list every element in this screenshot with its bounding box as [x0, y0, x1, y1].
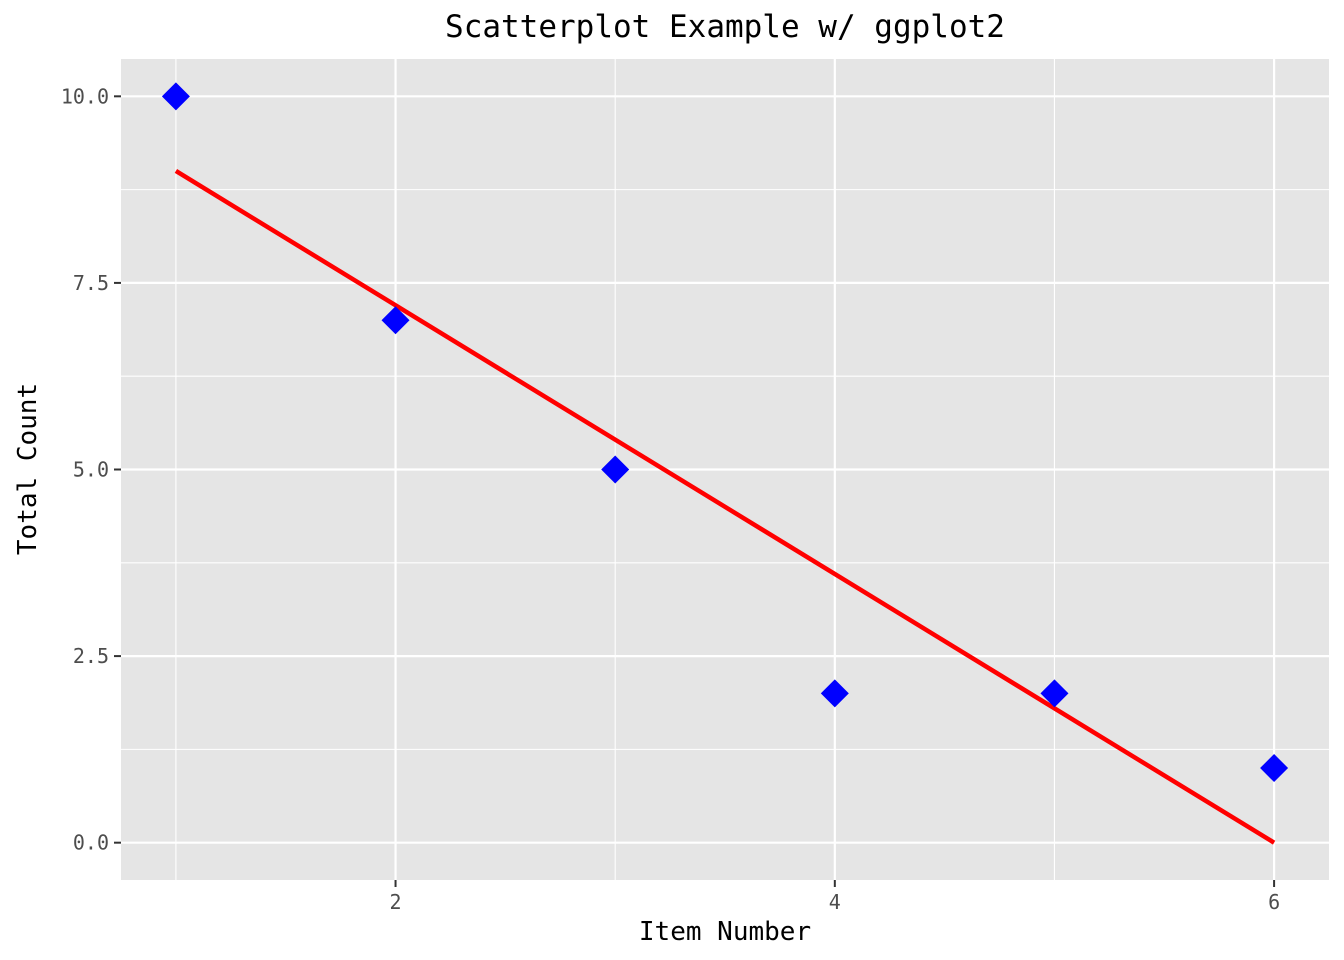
x-tick-label: 6 — [1268, 890, 1280, 914]
data-point — [1040, 679, 1069, 708]
y-tick-label: 0.0 — [73, 831, 109, 855]
data-point — [1260, 754, 1289, 783]
data-point — [161, 82, 190, 111]
x-tick-label: 2 — [390, 890, 402, 914]
major-gridlines — [121, 59, 1329, 880]
data-point — [601, 455, 630, 484]
x-axis-ticks: 2 4 6 — [390, 880, 1280, 914]
series-layer — [161, 82, 1289, 845]
trend-line — [174, 169, 1276, 845]
y-axis-ticks: 0.0 2.5 5.0 7.5 10.0 — [61, 84, 121, 855]
x-tick-label: 4 — [829, 890, 841, 914]
chart-title: Scatterplot Example w/ ggplot2 — [445, 9, 1005, 45]
data-point — [820, 679, 849, 708]
y-tick-label: 10.0 — [61, 84, 109, 108]
y-tick-label: 2.5 — [73, 644, 109, 668]
y-tick-label: 5.0 — [73, 458, 109, 482]
y-tick-label: 7.5 — [73, 271, 109, 295]
x-axis-title: Item Number — [639, 917, 811, 947]
y-axis-title: Total Count — [13, 383, 43, 555]
data-point — [381, 306, 410, 335]
